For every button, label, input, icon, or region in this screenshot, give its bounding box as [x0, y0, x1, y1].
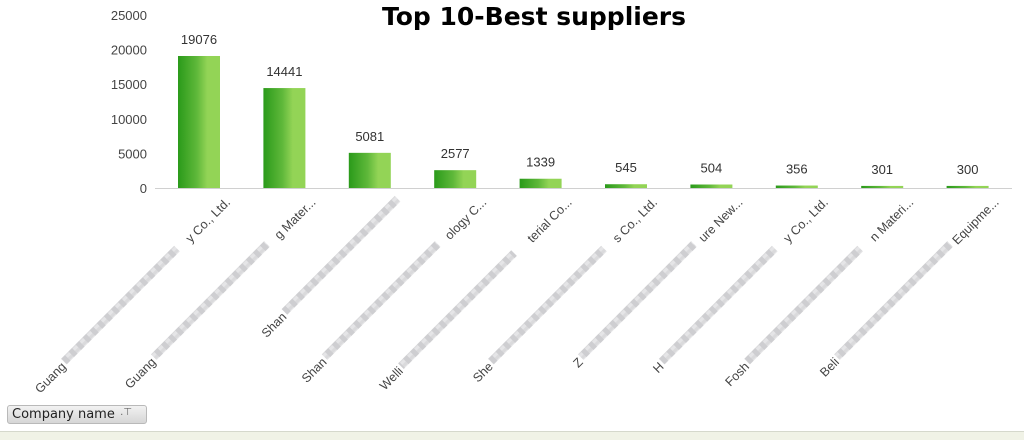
y-tick-label: 15000 — [111, 77, 147, 92]
y-axis: 0 5000 10000 15000 20000 25000 — [111, 8, 147, 196]
x-label-suffix: s Co., Ltd. — [610, 195, 660, 245]
x-label-suffix: n Materi... — [867, 195, 916, 244]
redacted-text — [398, 250, 517, 370]
x-tick-label: Shan — [259, 195, 401, 341]
data-label: 545 — [615, 160, 637, 175]
redacted-text — [834, 241, 953, 360]
redacted-text — [150, 241, 270, 360]
x-tick-label: terial Co... Welli — [377, 195, 575, 393]
data-label: 1339 — [526, 155, 555, 170]
y-tick-label: 5000 — [118, 146, 147, 161]
x-label-prefix: Guang — [122, 355, 158, 391]
bar[interactable] — [263, 88, 306, 188]
bar[interactable] — [861, 185, 904, 188]
redacted-text — [321, 241, 441, 360]
data-label: 19076 — [181, 32, 217, 47]
redacted-text — [61, 245, 180, 365]
x-tick-label: Equipme... Beli — [817, 195, 1001, 379]
redacted-text — [488, 245, 607, 365]
x-tick-label: ology C... Shan — [299, 195, 489, 385]
x-tick-label: ure New...Z — [570, 195, 745, 370]
company-name-field-button[interactable]: Company name .⊤ — [7, 405, 147, 424]
y-tick-label: 10000 — [111, 112, 147, 127]
field-button-label: Company name — [12, 407, 115, 422]
bar[interactable] — [178, 55, 220, 188]
x-label-prefix: Fosh — [722, 360, 752, 390]
data-label: 356 — [786, 162, 808, 177]
filter-icon[interactable]: .⊤ — [120, 407, 132, 418]
x-label-prefix: Beli — [817, 355, 842, 380]
x-tick-label: y Co., Ltd.H — [650, 195, 831, 376]
x-label-prefix: Shan — [299, 355, 330, 386]
bar[interactable] — [434, 170, 477, 188]
data-label: 300 — [957, 162, 979, 177]
x-label-suffix: y Co., Ltd. — [781, 195, 831, 245]
x-tick-label: s Co., Ltd. She — [470, 195, 660, 385]
status-strip — [0, 431, 1024, 440]
bar[interactable] — [775, 185, 818, 188]
chart-title: Top 10-Best suppliers — [382, 2, 686, 31]
y-tick-label: 20000 — [111, 43, 147, 58]
x-label-suffix: Equipme... — [950, 195, 1002, 247]
bar-chart: 0 5000 10000 15000 20000 25000 19076 14441 5081… — [32, 8, 1012, 396]
bar[interactable] — [946, 185, 989, 188]
x-label-suffix: g Mater... — [272, 195, 319, 242]
y-tick-label: 0 — [140, 181, 147, 196]
redacted-text — [658, 245, 778, 365]
x-label-suffix: y Co., Ltd. — [183, 195, 233, 245]
bar[interactable] — [690, 184, 733, 188]
bars: 19076 14441 5081 2577 1339 545 504 356 301 300 — [178, 32, 989, 188]
y-tick-label: 25000 — [111, 8, 147, 23]
x-label-prefix: Welli — [377, 364, 406, 393]
bar[interactable] — [519, 178, 562, 188]
data-label: 504 — [701, 161, 723, 176]
x-label-suffix: ology C... — [442, 195, 489, 242]
x-label-prefix: She — [470, 360, 496, 386]
data-label: 5081 — [355, 129, 384, 144]
x-label-prefix: Shan — [259, 310, 290, 341]
x-tick-label: n Materi... Fosh — [722, 195, 916, 389]
redacted-text — [281, 195, 401, 315]
data-label: 14441 — [266, 64, 302, 79]
x-label-prefix: Guang — [32, 360, 68, 396]
redacted-text — [744, 245, 864, 365]
data-label: 2577 — [441, 146, 470, 161]
bar[interactable] — [605, 184, 647, 188]
x-tick-label: g Mater... Guang — [122, 195, 318, 391]
redacted-text — [577, 241, 697, 360]
data-label: 301 — [871, 162, 893, 177]
bar[interactable] — [348, 152, 391, 188]
x-label-suffix: terial Co... — [525, 195, 575, 245]
x-label-suffix: ure New... — [696, 195, 746, 245]
x-tick-label: y Co., Ltd. Guang — [32, 195, 233, 396]
